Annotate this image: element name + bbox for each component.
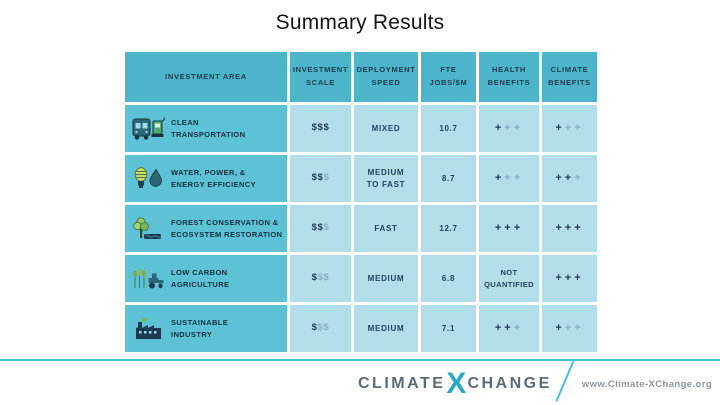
row-label-text: LOW CARBON AGRICULTURE	[171, 267, 230, 289]
investment-scale-cell: $$$	[290, 105, 351, 152]
row-label-text: WATER, POWER, & ENERGY EFFICIENCY	[171, 167, 257, 189]
logo-x-mark: X	[446, 367, 467, 400]
col-header-health-benefits: HEALTH BENEFITS	[479, 52, 539, 102]
climate-benefits-cell: +++	[542, 205, 597, 252]
row-label-sustainable-industry: SUSTAINABLE INDUSTRY	[125, 305, 287, 352]
logo-slash-divider	[555, 360, 575, 402]
climate-xchange-logo: CLIMATE X CHANGE www.Climate-XChange.org	[358, 360, 713, 403]
row-label-water-power-energy: WATER, POWER, & ENERGY EFFICIENCY	[125, 155, 287, 202]
fte-jobs-cell: 6.8	[421, 255, 476, 302]
health-benefits-cell: +++	[479, 305, 539, 352]
deployment-speed-cell: MIXED	[354, 105, 418, 152]
lightbulb-waterdrop-icon	[132, 166, 165, 192]
climate-benefits-cell: +++	[542, 105, 597, 152]
logo-text-climate: CLIMATE	[358, 375, 446, 392]
deployment-speed-cell: FAST	[354, 205, 418, 252]
col-header-investment-scale: INVESTMENT SCALE	[290, 52, 351, 102]
climate-benefits-cell: +++	[542, 255, 597, 302]
fte-jobs-cell: 12.7	[421, 205, 476, 252]
fte-jobs-cell: 10.7	[421, 105, 476, 152]
climate-benefits-cell: +++	[542, 155, 597, 202]
deployment-speed-cell: MEDIUM TO FAST	[354, 155, 418, 202]
climate-benefits-cell: +++	[542, 305, 597, 352]
fte-jobs-cell: 8.7	[421, 155, 476, 202]
col-header-investment-area: INVESTMENT AREA	[125, 52, 287, 102]
deployment-speed-cell: MEDIUM	[354, 255, 418, 302]
footer-divider-line	[0, 359, 720, 361]
row-label-text: FOREST CONSERVATION & ECOSYSTEM RESTORAT…	[171, 217, 283, 239]
factory-leaf-icon	[132, 316, 165, 342]
col-header-deployment-speed: DEPLOYMENT SPEED	[354, 52, 418, 102]
crops-tractor-icon	[132, 266, 165, 292]
col-header-climate-benefits: CLIMATE BENEFITS	[542, 52, 597, 102]
investment-scale-cell: $$$	[290, 155, 351, 202]
row-label-forest-conservation: FOREST CONSERVATION & ECOSYSTEM RESTORAT…	[125, 205, 287, 252]
health-benefits-cell: +++	[479, 155, 539, 202]
health-benefits-cell: +++	[479, 105, 539, 152]
row-label-text: CLEAN TRANSPORTATION	[171, 117, 246, 139]
col-header-fte-jobs: FTE JOBS/$M	[421, 52, 476, 102]
health-benefits-cell: NOT QUANTIFIED	[479, 255, 539, 302]
row-label-clean-transportation: CLEAN TRANSPORTATION	[125, 105, 287, 152]
health-benefits-cell: +++	[479, 205, 539, 252]
investment-scale-cell: $$$	[290, 255, 351, 302]
deployment-speed-cell: MEDIUM	[354, 305, 418, 352]
tree-logs-icon	[132, 216, 165, 242]
summary-table: INVESTMENT AREA INVESTMENT SCALE DEPLOYM…	[125, 52, 597, 352]
investment-scale-cell: $$$	[290, 305, 351, 352]
website-url: www.Climate-XChange.org	[581, 378, 713, 390]
fte-jobs-cell: 7.1	[421, 305, 476, 352]
row-label-low-carbon-agriculture: LOW CARBON AGRICULTURE	[125, 255, 287, 302]
bus-ev-charger-icon	[132, 116, 165, 142]
page-title: Summary Results	[275, 11, 445, 34]
row-label-text: SUSTAINABLE INDUSTRY	[171, 317, 229, 339]
investment-scale-cell: $$$	[290, 205, 351, 252]
logo-text-change: CHANGE	[467, 375, 552, 392]
